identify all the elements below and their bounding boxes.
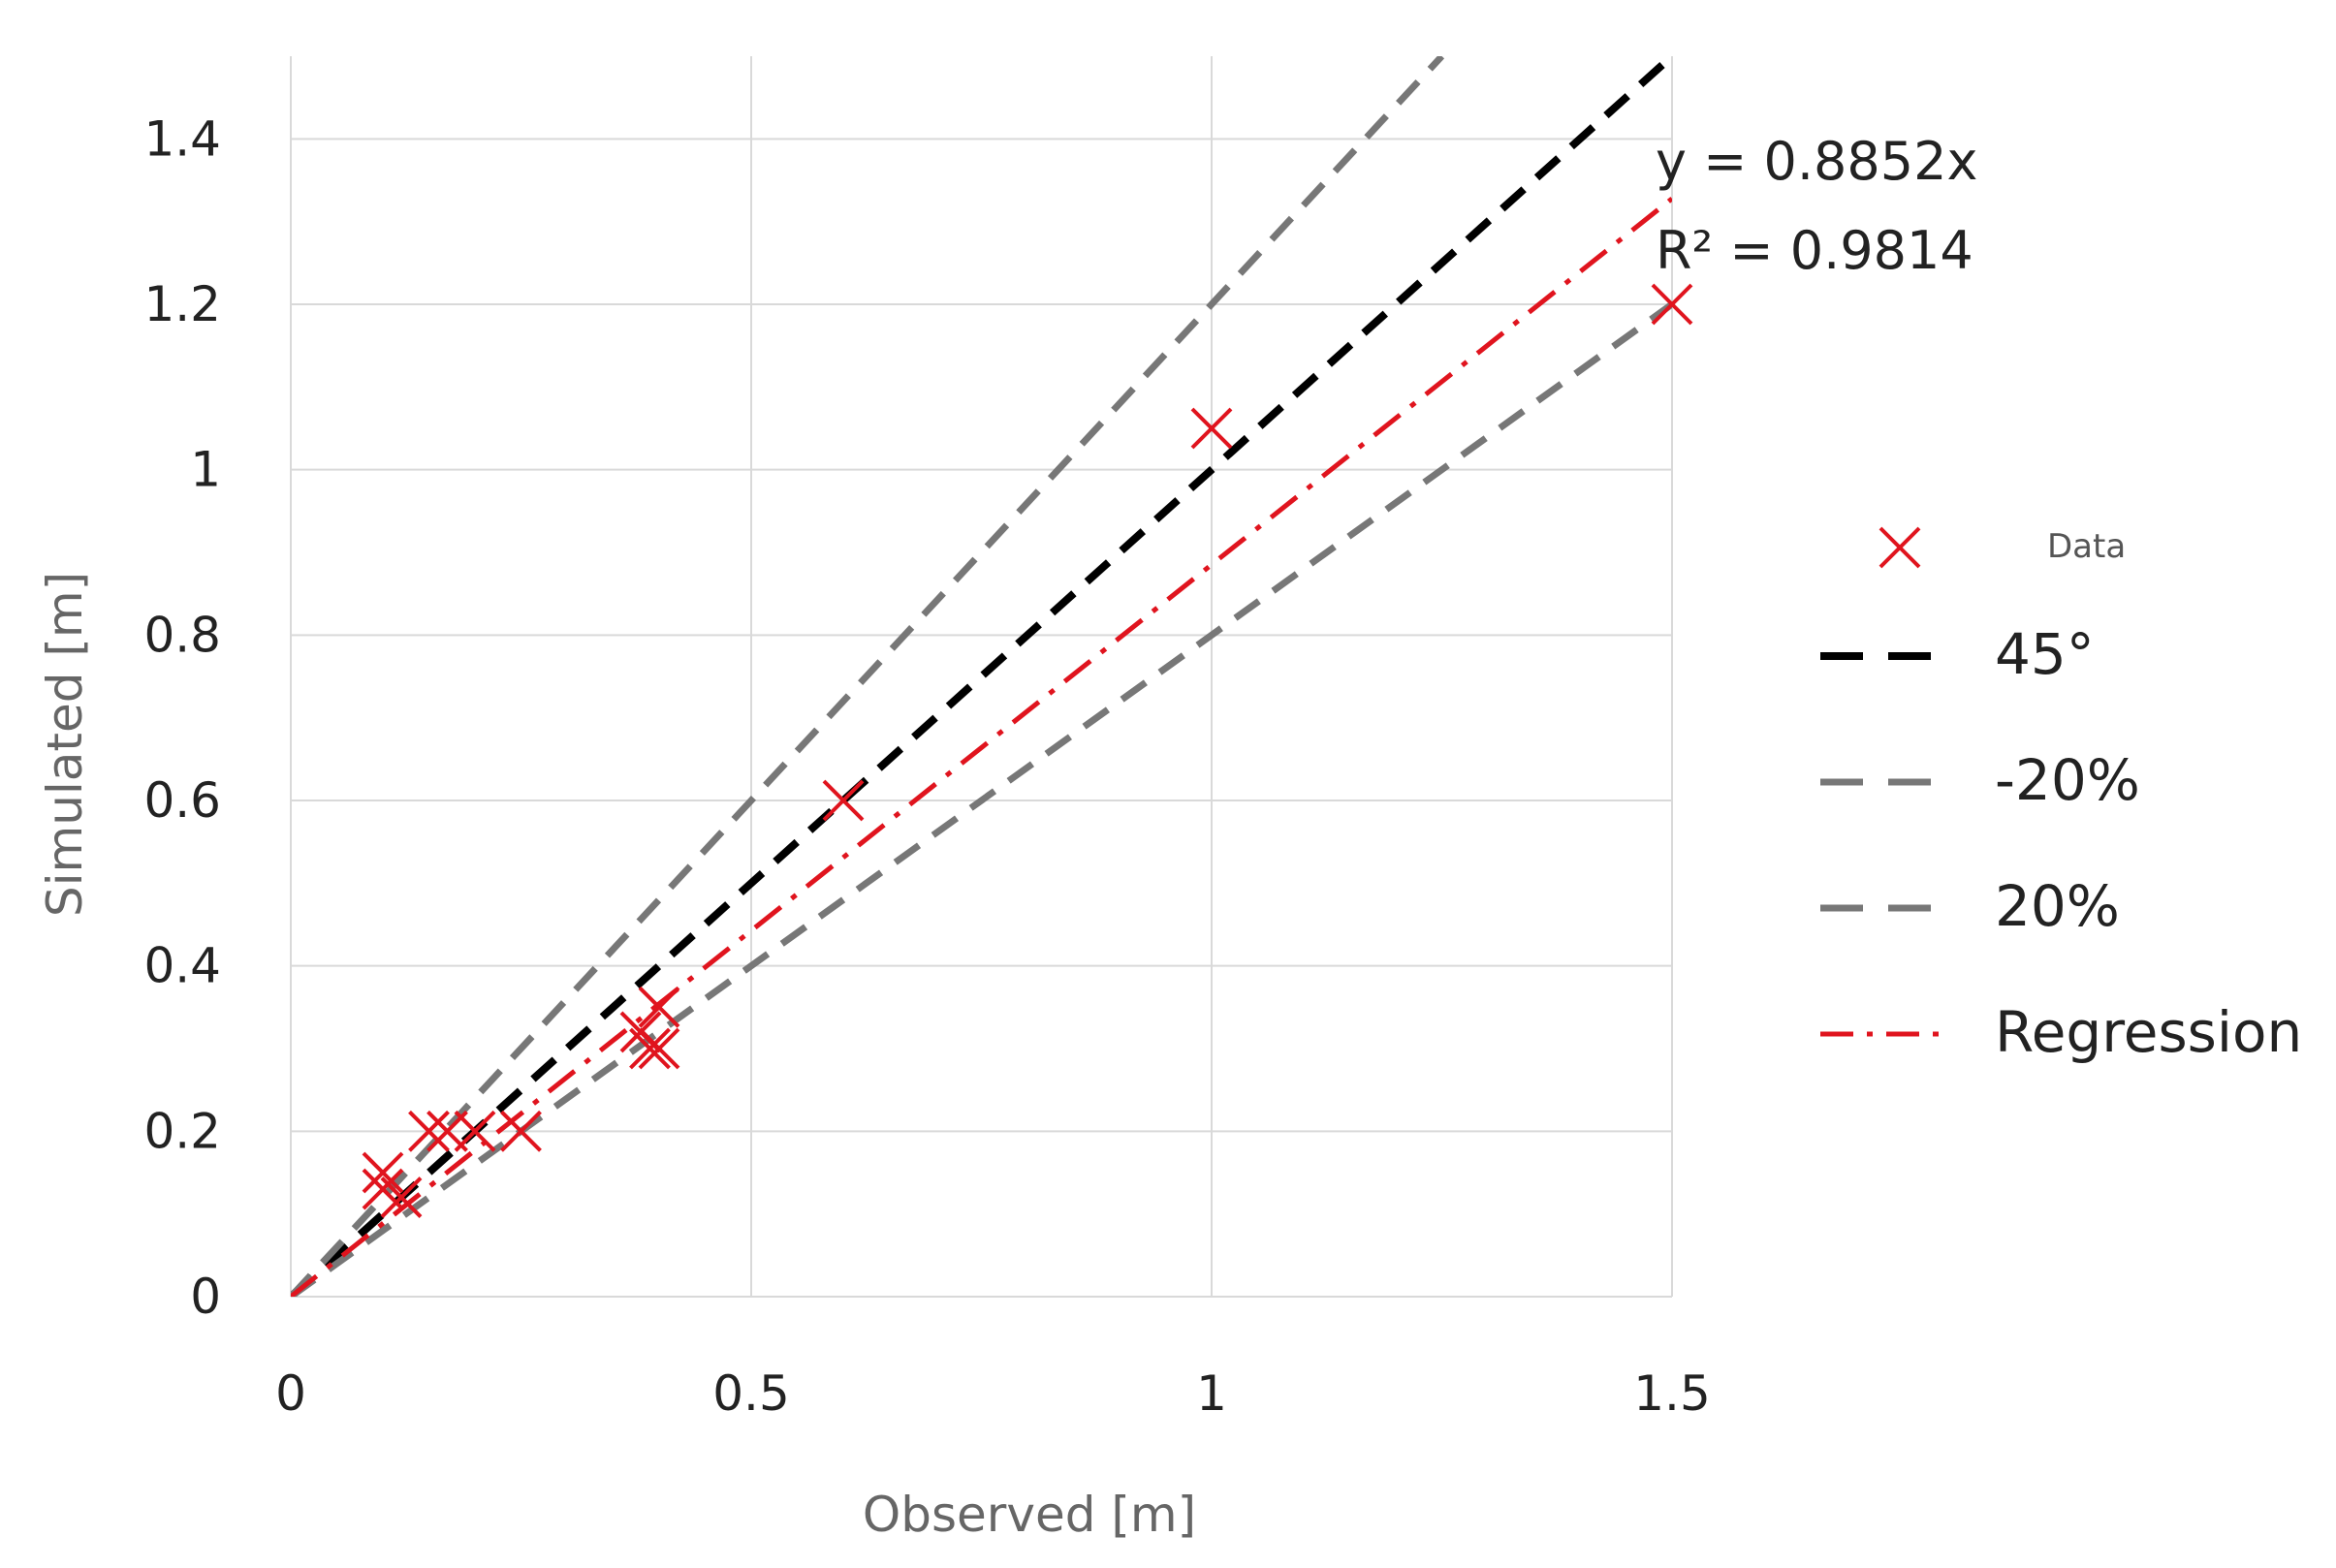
y-tick-label: 0.2 bbox=[143, 1103, 221, 1159]
data-point bbox=[1190, 407, 1233, 450]
legend: Data 45° -20% 20% Regression bbox=[1820, 526, 2302, 1065]
data-point bbox=[380, 1176, 423, 1219]
data-point bbox=[362, 1151, 404, 1194]
legend-label-45-: 45° bbox=[1995, 621, 2095, 687]
data-point bbox=[1651, 283, 1693, 326]
data-point bbox=[822, 779, 865, 822]
x-tick-label: 1 bbox=[1196, 1365, 1227, 1422]
y-tick-label: 0.6 bbox=[143, 772, 221, 829]
data-point bbox=[454, 1110, 496, 1152]
y-axis-title: Simulated [m] bbox=[37, 572, 93, 917]
series-line-regression bbox=[291, 196, 1672, 1297]
x-tick-label: 0 bbox=[275, 1365, 306, 1422]
y-tick-label: 0.8 bbox=[143, 607, 221, 663]
reference-lines bbox=[291, 56, 1672, 1297]
series-line-45- bbox=[291, 56, 1672, 1297]
gridlines bbox=[290, 56, 1673, 1298]
data-point bbox=[629, 1027, 671, 1070]
r-squared-label: R² = 0.9814 bbox=[1656, 220, 1973, 281]
legend-label-regression: Regression bbox=[1995, 999, 2302, 1065]
x-axis-title: Observed [m] bbox=[863, 1487, 1196, 1543]
x-tick-label: 0.5 bbox=[712, 1365, 790, 1422]
y-tick-label: 1 bbox=[190, 442, 221, 498]
data-point bbox=[638, 986, 680, 1028]
legend-marker-data bbox=[1878, 526, 1921, 569]
x-tick-label: 1.5 bbox=[1633, 1365, 1711, 1422]
data-point bbox=[408, 1110, 450, 1152]
tick-labels: 0 0.2 0.4 0.6 0.8 1 1.2 1.4 0 0.5 1 1.5 bbox=[143, 110, 1710, 1422]
series-line-20- bbox=[291, 56, 1445, 1297]
data-point bbox=[638, 1027, 680, 1070]
legend-label--20-: -20% bbox=[1995, 747, 2140, 813]
y-tick-label: 1.2 bbox=[143, 276, 221, 332]
data-point bbox=[500, 1110, 542, 1152]
y-tick-label: 0.4 bbox=[143, 938, 221, 994]
legend-label-20-: 20% bbox=[1995, 873, 2120, 939]
y-tick-label: 1.4 bbox=[143, 110, 221, 167]
regression-equation: y = 0.8852x bbox=[1656, 131, 1977, 192]
y-tick-label: 0 bbox=[190, 1269, 221, 1325]
data-markers bbox=[362, 283, 1693, 1219]
legend-label-data: Data bbox=[2047, 527, 2126, 566]
